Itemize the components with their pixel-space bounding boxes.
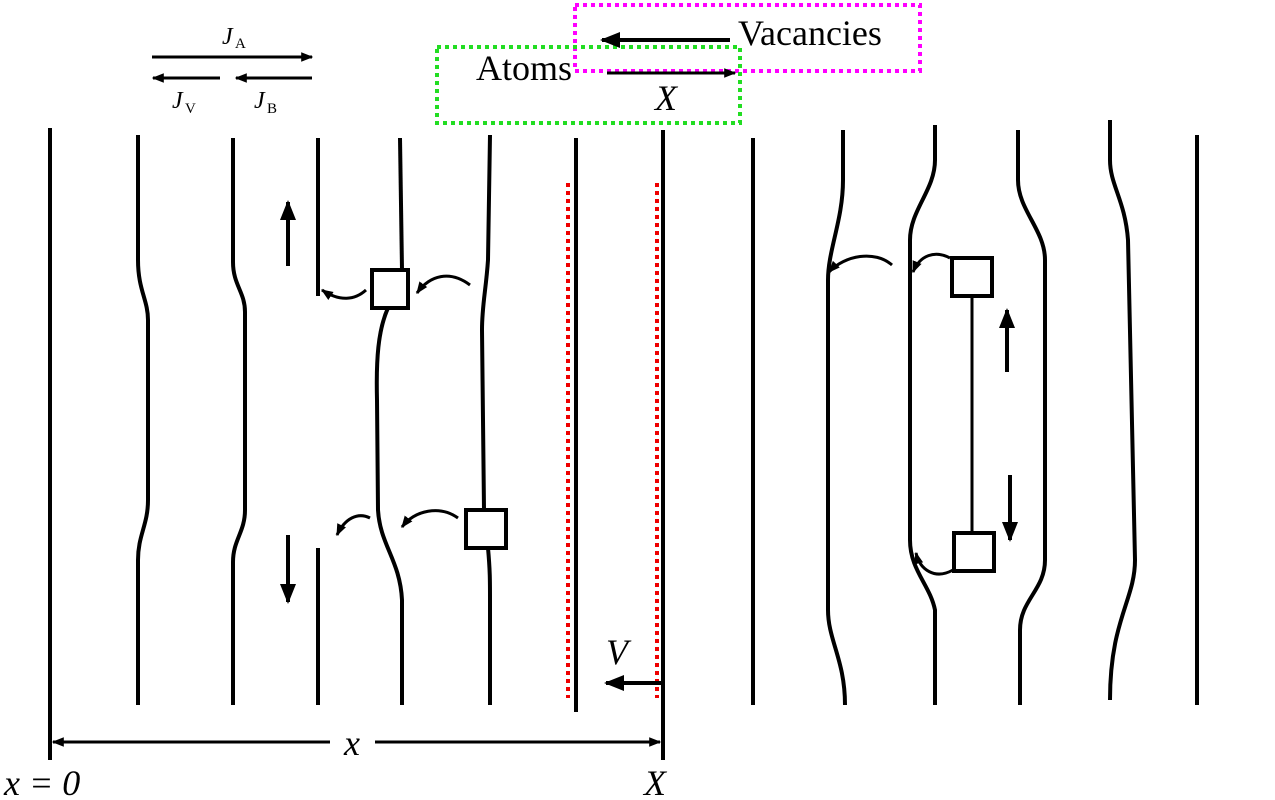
interface-label: X: [642, 763, 668, 800]
flux-subscript: B: [267, 101, 277, 117]
velocity-label: V: [606, 632, 632, 672]
atoms-label: Atoms: [476, 48, 572, 88]
flux-symbol: J: [172, 88, 184, 114]
direction-label: X: [653, 78, 679, 118]
vacancies: [372, 258, 994, 571]
origin-label: x = 0: [3, 763, 80, 800]
diagram: J A J V J B Vacancies Atoms X: [0, 0, 1275, 800]
flux-arrows: [152, 57, 312, 78]
vacancies-label: Vacancies: [738, 13, 882, 53]
jump-arrows: [322, 254, 953, 574]
flux-subscript: A: [235, 36, 246, 52]
flux-symbol: J: [222, 24, 234, 50]
flux-subscript: V: [185, 101, 196, 117]
page: {"flux_labels": {"j_a": {"symbol": "J", …: [0, 0, 1275, 800]
motion-arrows: [288, 202, 1010, 602]
distance-label: x: [343, 723, 360, 763]
flux-symbol: J: [254, 88, 266, 114]
